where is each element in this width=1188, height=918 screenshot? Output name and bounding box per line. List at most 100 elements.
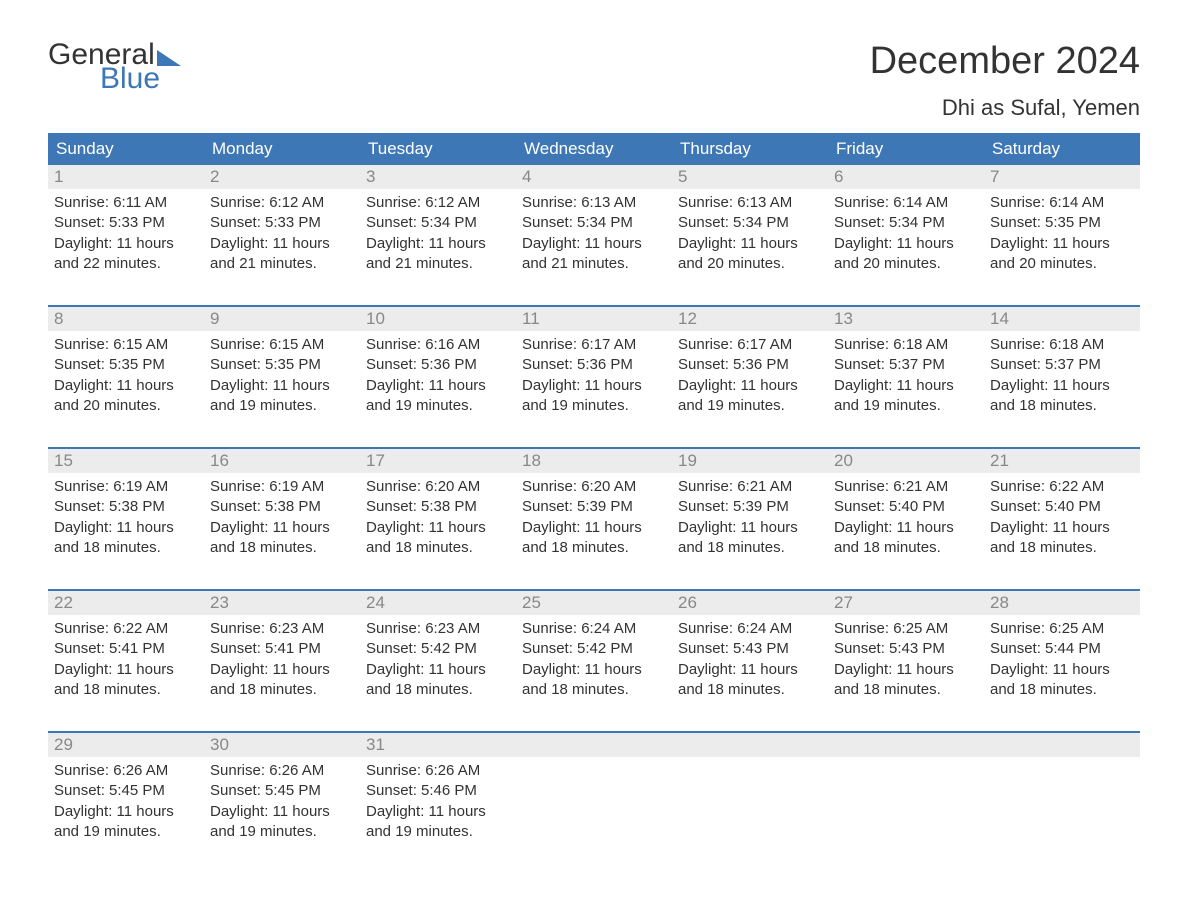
- day-body: Sunrise: 6:26 AMSunset: 5:45 PMDaylight:…: [48, 757, 204, 850]
- sunset-text: Sunset: 5:46 PM: [366, 781, 510, 801]
- sunset-text: Sunset: 5:44 PM: [990, 639, 1134, 659]
- day-number: 6: [828, 165, 984, 189]
- sunrise-text: Sunrise: 6:18 AM: [834, 335, 978, 355]
- day-number: 17: [360, 449, 516, 473]
- day-number: 28: [984, 591, 1140, 615]
- day-body: Sunrise: 6:17 AMSunset: 5:36 PMDaylight:…: [672, 331, 828, 424]
- daylight-text: Daylight: 11 hours and 19 minutes.: [522, 376, 666, 417]
- sunset-text: Sunset: 5:35 PM: [990, 213, 1134, 233]
- day-cell: 18Sunrise: 6:20 AMSunset: 5:39 PMDayligh…: [516, 449, 672, 577]
- day-body: Sunrise: 6:20 AMSunset: 5:39 PMDaylight:…: [516, 473, 672, 566]
- day-header: Friday: [828, 133, 984, 165]
- sunset-text: Sunset: 5:40 PM: [990, 497, 1134, 517]
- day-number: 26: [672, 591, 828, 615]
- day-number: 15: [48, 449, 204, 473]
- day-cell: 8Sunrise: 6:15 AMSunset: 5:35 PMDaylight…: [48, 307, 204, 435]
- sunset-text: Sunset: 5:42 PM: [366, 639, 510, 659]
- month-title: December 2024: [870, 40, 1140, 83]
- week-row: 1Sunrise: 6:11 AMSunset: 5:33 PMDaylight…: [48, 165, 1140, 293]
- daylight-text: Daylight: 11 hours and 18 minutes.: [522, 660, 666, 701]
- sunset-text: Sunset: 5:43 PM: [678, 639, 822, 659]
- day-cell: 2Sunrise: 6:12 AMSunset: 5:33 PMDaylight…: [204, 165, 360, 293]
- sunset-text: Sunset: 5:35 PM: [210, 355, 354, 375]
- day-body: Sunrise: 6:26 AMSunset: 5:46 PMDaylight:…: [360, 757, 516, 850]
- day-body: [672, 757, 828, 769]
- day-number: 13: [828, 307, 984, 331]
- day-cell: 22Sunrise: 6:22 AMSunset: 5:41 PMDayligh…: [48, 591, 204, 719]
- daylight-text: Daylight: 11 hours and 18 minutes.: [366, 660, 510, 701]
- day-cell: [672, 733, 828, 861]
- day-body: Sunrise: 6:14 AMSunset: 5:34 PMDaylight:…: [828, 189, 984, 282]
- sunset-text: Sunset: 5:34 PM: [834, 213, 978, 233]
- day-body: Sunrise: 6:16 AMSunset: 5:36 PMDaylight:…: [360, 331, 516, 424]
- day-header: Monday: [204, 133, 360, 165]
- day-body: Sunrise: 6:23 AMSunset: 5:41 PMDaylight:…: [204, 615, 360, 708]
- sunrise-text: Sunrise: 6:12 AM: [210, 193, 354, 213]
- day-cell: [828, 733, 984, 861]
- day-number: 8: [48, 307, 204, 331]
- daylight-text: Daylight: 11 hours and 18 minutes.: [54, 660, 198, 701]
- sunrise-text: Sunrise: 6:25 AM: [834, 619, 978, 639]
- sunrise-text: Sunrise: 6:24 AM: [678, 619, 822, 639]
- day-body: [516, 757, 672, 769]
- sunset-text: Sunset: 5:37 PM: [990, 355, 1134, 375]
- daylight-text: Daylight: 11 hours and 18 minutes.: [834, 660, 978, 701]
- day-cell: 20Sunrise: 6:21 AMSunset: 5:40 PMDayligh…: [828, 449, 984, 577]
- sunrise-text: Sunrise: 6:22 AM: [54, 619, 198, 639]
- day-cell: 25Sunrise: 6:24 AMSunset: 5:42 PMDayligh…: [516, 591, 672, 719]
- sunset-text: Sunset: 5:38 PM: [210, 497, 354, 517]
- sunset-text: Sunset: 5:39 PM: [522, 497, 666, 517]
- day-number: 7: [984, 165, 1140, 189]
- sunrise-text: Sunrise: 6:18 AM: [990, 335, 1134, 355]
- day-number: 10: [360, 307, 516, 331]
- day-number: 12: [672, 307, 828, 331]
- day-number: 11: [516, 307, 672, 331]
- day-cell: 14Sunrise: 6:18 AMSunset: 5:37 PMDayligh…: [984, 307, 1140, 435]
- day-number: [672, 733, 828, 757]
- daylight-text: Daylight: 11 hours and 19 minutes.: [54, 802, 198, 843]
- sunrise-text: Sunrise: 6:16 AM: [366, 335, 510, 355]
- sunset-text: Sunset: 5:45 PM: [54, 781, 198, 801]
- day-number: 3: [360, 165, 516, 189]
- daylight-text: Daylight: 11 hours and 18 minutes.: [366, 518, 510, 559]
- sunrise-text: Sunrise: 6:17 AM: [678, 335, 822, 355]
- sunset-text: Sunset: 5:40 PM: [834, 497, 978, 517]
- location: Dhi as Sufal, Yemen: [870, 95, 1140, 121]
- day-body: Sunrise: 6:26 AMSunset: 5:45 PMDaylight:…: [204, 757, 360, 850]
- day-cell: 3Sunrise: 6:12 AMSunset: 5:34 PMDaylight…: [360, 165, 516, 293]
- sunrise-text: Sunrise: 6:25 AM: [990, 619, 1134, 639]
- daylight-text: Daylight: 11 hours and 20 minutes.: [54, 376, 198, 417]
- sunset-text: Sunset: 5:43 PM: [834, 639, 978, 659]
- day-cell: 29Sunrise: 6:26 AMSunset: 5:45 PMDayligh…: [48, 733, 204, 861]
- day-number: 25: [516, 591, 672, 615]
- day-body: Sunrise: 6:22 AMSunset: 5:41 PMDaylight:…: [48, 615, 204, 708]
- sunset-text: Sunset: 5:36 PM: [678, 355, 822, 375]
- day-body: Sunrise: 6:18 AMSunset: 5:37 PMDaylight:…: [828, 331, 984, 424]
- daylight-text: Daylight: 11 hours and 18 minutes.: [54, 518, 198, 559]
- daylight-text: Daylight: 11 hours and 21 minutes.: [522, 234, 666, 275]
- day-body: Sunrise: 6:15 AMSunset: 5:35 PMDaylight:…: [204, 331, 360, 424]
- daylight-text: Daylight: 11 hours and 18 minutes.: [210, 660, 354, 701]
- title-block: December 2024 Dhi as Sufal, Yemen: [870, 40, 1140, 121]
- day-body: Sunrise: 6:24 AMSunset: 5:43 PMDaylight:…: [672, 615, 828, 708]
- day-body: Sunrise: 6:21 AMSunset: 5:39 PMDaylight:…: [672, 473, 828, 566]
- day-cell: 15Sunrise: 6:19 AMSunset: 5:38 PMDayligh…: [48, 449, 204, 577]
- sunset-text: Sunset: 5:34 PM: [366, 213, 510, 233]
- day-header: Wednesday: [516, 133, 672, 165]
- day-number: 5: [672, 165, 828, 189]
- sunrise-text: Sunrise: 6:20 AM: [366, 477, 510, 497]
- daylight-text: Daylight: 11 hours and 19 minutes.: [834, 376, 978, 417]
- sunrise-text: Sunrise: 6:19 AM: [54, 477, 198, 497]
- daylight-text: Daylight: 11 hours and 18 minutes.: [678, 660, 822, 701]
- daylight-text: Daylight: 11 hours and 18 minutes.: [210, 518, 354, 559]
- day-body: Sunrise: 6:23 AMSunset: 5:42 PMDaylight:…: [360, 615, 516, 708]
- day-body: Sunrise: 6:20 AMSunset: 5:38 PMDaylight:…: [360, 473, 516, 566]
- daylight-text: Daylight: 11 hours and 20 minutes.: [990, 234, 1134, 275]
- daylight-text: Daylight: 11 hours and 18 minutes.: [990, 660, 1134, 701]
- day-body: Sunrise: 6:13 AMSunset: 5:34 PMDaylight:…: [516, 189, 672, 282]
- daylight-text: Daylight: 11 hours and 18 minutes.: [990, 518, 1134, 559]
- sunrise-text: Sunrise: 6:26 AM: [210, 761, 354, 781]
- sunset-text: Sunset: 5:42 PM: [522, 639, 666, 659]
- sunrise-text: Sunrise: 6:11 AM: [54, 193, 198, 213]
- daylight-text: Daylight: 11 hours and 19 minutes.: [678, 376, 822, 417]
